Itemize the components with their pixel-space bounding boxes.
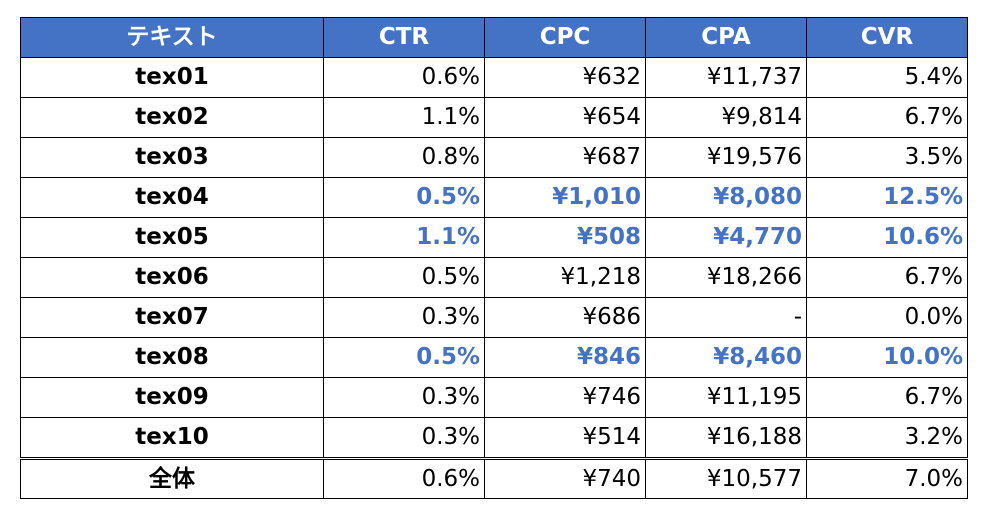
row-cpc: ¥632 — [484, 57, 646, 98]
row-ctr: 0.3% — [323, 377, 485, 418]
row-cvr: 10.0% — [806, 337, 968, 378]
row-name: tex08 — [20, 337, 324, 378]
total-row: 全体 0.6% ¥740 ¥10,577 7.0% — [20, 457, 968, 499]
header-text: テキスト — [20, 17, 324, 58]
row-ctr: 0.5% — [323, 257, 485, 298]
header-cvr: CVR — [806, 17, 968, 58]
row-cvr: 6.7% — [806, 257, 968, 298]
row-name: tex06 — [20, 257, 324, 298]
row-cpc: ¥846 — [484, 337, 646, 378]
row-name: tex07 — [20, 297, 324, 338]
row-cpc: ¥746 — [484, 377, 646, 418]
row-ctr: 0.8% — [323, 137, 485, 178]
table-body: tex01 0.6% ¥632 ¥11,737 5.4% tex02 1.1% ¥654 ¥9,… — [20, 57, 968, 459]
row-ctr: 0.6% — [323, 57, 485, 98]
row-cpa: ¥19,576 — [645, 137, 807, 178]
header-ctr: CTR — [323, 17, 485, 58]
row-name: tex10 — [20, 417, 324, 459]
table-row: tex02 1.1% ¥654 ¥9,814 6.7% — [20, 97, 968, 138]
row-cvr: 0.0% — [806, 297, 968, 338]
header-cpc: CPC — [484, 17, 646, 58]
table-row: tex07 0.3% ¥686-0.0% — [20, 297, 968, 338]
row-cpa: - — [645, 297, 807, 338]
total-cpa: ¥10,577 — [645, 457, 807, 499]
total-cvr: 7.0% — [806, 457, 968, 499]
row-cpc: ¥1,218 — [484, 257, 646, 298]
row-cpc: ¥686 — [484, 297, 646, 338]
row-cpc: ¥687 — [484, 137, 646, 178]
table-row: tex10 0.3% ¥514 ¥16,188 3.2% — [20, 417, 968, 459]
row-cvr: 6.7% — [806, 97, 968, 138]
row-name: tex03 — [20, 137, 324, 178]
row-ctr: 1.1% — [323, 97, 485, 138]
row-name: tex04 — [20, 177, 324, 218]
table-row: tex04 0.5% ¥1,010 ¥8,080 12.5% — [20, 177, 968, 218]
row-cvr: 12.5% — [806, 177, 968, 218]
row-ctr: 1.1% — [323, 217, 485, 258]
table-row: tex03 0.8% ¥687 ¥19,576 3.5% — [20, 137, 968, 178]
row-cvr: 5.4% — [806, 57, 968, 98]
performance-table: テキスト CTR CPC CPA CVR tex01 0.6% ¥632 ¥11,73… — [20, 17, 968, 499]
row-ctr: 0.5% — [323, 337, 485, 378]
row-name: tex02 — [20, 97, 324, 138]
table-footer: 全体 0.6% ¥740 ¥10,577 7.0% — [20, 457, 968, 499]
row-cpa: ¥8,460 — [645, 337, 807, 378]
row-cvr: 10.6% — [806, 217, 968, 258]
row-cpa: ¥9,814 — [645, 97, 807, 138]
table-row: tex05 1.1% ¥508 ¥4,770 10.6% — [20, 217, 968, 258]
total-label: 全体 — [20, 457, 324, 499]
total-cpc: ¥740 — [484, 457, 646, 499]
row-name: tex05 — [20, 217, 324, 258]
row-cpa: ¥18,266 — [645, 257, 807, 298]
row-cpc: ¥508 — [484, 217, 646, 258]
table-row: tex08 0.5% ¥846 ¥8,460 10.0% — [20, 337, 968, 378]
row-ctr: 0.3% — [323, 417, 485, 459]
row-name: tex09 — [20, 377, 324, 418]
table-row: tex06 0.5% ¥1,218 ¥18,266 6.7% — [20, 257, 968, 298]
row-name: tex01 — [20, 57, 324, 98]
row-cpa: ¥11,195 — [645, 377, 807, 418]
total-ctr: 0.6% — [323, 457, 485, 499]
row-cvr: 3.5% — [806, 137, 968, 178]
table-row: tex09 0.3% ¥746 ¥11,195 6.7% — [20, 377, 968, 418]
row-cpc: ¥514 — [484, 417, 646, 459]
row-ctr: 0.5% — [323, 177, 485, 218]
row-cpa: ¥8,080 — [645, 177, 807, 218]
row-ctr: 0.3% — [323, 297, 485, 338]
row-cpc: ¥1,010 — [484, 177, 646, 218]
row-cpa: ¥11,737 — [645, 57, 807, 98]
row-cpc: ¥654 — [484, 97, 646, 138]
row-cvr: 3.2% — [806, 417, 968, 459]
header-row: テキスト CTR CPC CPA CVR — [20, 17, 968, 58]
header-cpa: CPA — [645, 17, 807, 58]
row-cpa: ¥16,188 — [645, 417, 807, 459]
table-header: テキスト CTR CPC CPA CVR — [20, 17, 968, 58]
row-cvr: 6.7% — [806, 377, 968, 418]
row-cpa: ¥4,770 — [645, 217, 807, 258]
table-row: tex01 0.6% ¥632 ¥11,737 5.4% — [20, 57, 968, 98]
